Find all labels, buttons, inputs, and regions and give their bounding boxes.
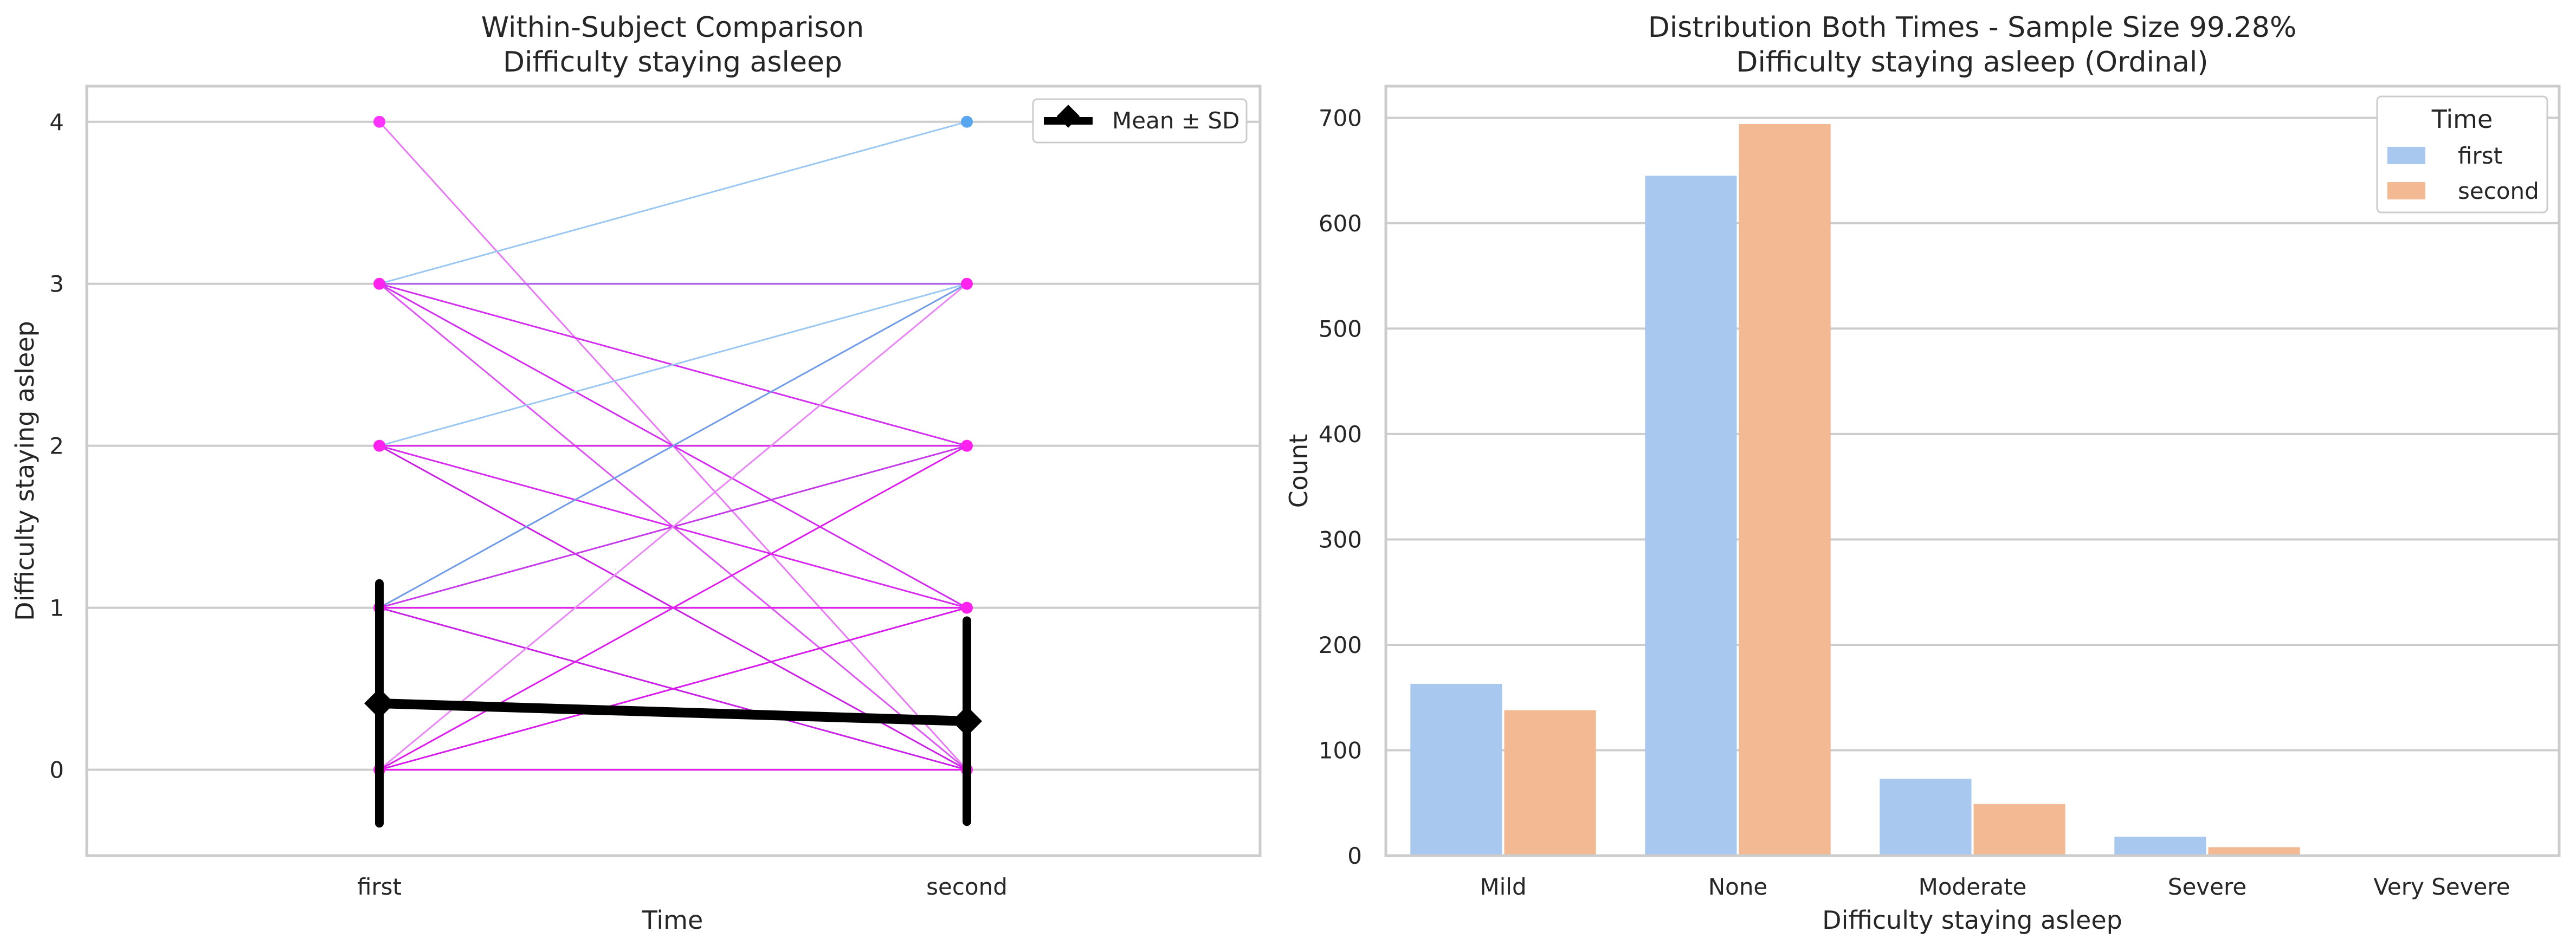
subject-pair-line <box>379 121 967 285</box>
right-y-tick-label: 0 <box>1347 843 1362 869</box>
bar-first <box>2114 836 2206 856</box>
right-x-tick-label: Severe <box>2168 874 2246 900</box>
mean-sd-series <box>364 579 982 828</box>
bar-first <box>1410 683 1502 856</box>
right-x-tick-label: Very Severe <box>2373 874 2510 900</box>
left-y-tick-label: 2 <box>49 433 64 460</box>
subject-pair-lines <box>378 121 968 771</box>
right-x-tick-label: Mild <box>1480 874 1526 900</box>
bar-first <box>1880 779 1972 856</box>
right-x-tick-labels: Mild None Moderate Severe Very Severe <box>1480 874 2510 900</box>
left-x-tick-labels: first second <box>357 874 1008 900</box>
legend-swatch-second <box>2387 182 2425 199</box>
right-y-tick-label: 100 <box>1319 737 1362 764</box>
subject-point <box>961 115 973 128</box>
right-y-tick-label: 600 <box>1319 210 1362 237</box>
right-y-axis-label: Count <box>1284 434 1313 508</box>
subject-point <box>373 115 385 128</box>
time-legend: Time first second <box>2376 95 2548 214</box>
legend-label-first: first <box>2458 143 2502 169</box>
right-y-tick-label: 200 <box>1319 632 1362 658</box>
left-x-tick-label: second <box>926 874 1008 900</box>
left-legend-box <box>1032 98 1248 144</box>
left-y-tick-label: 3 <box>49 271 64 297</box>
left-y-axis-label: Difficulty staying asleep <box>10 321 40 621</box>
subject-point <box>373 439 385 452</box>
left-x-tick-label: first <box>357 874 402 900</box>
right-chart-title: Distribution Both Times - Sample Size 99… <box>1648 11 2296 44</box>
legend-diamond-marker <box>1056 105 1080 128</box>
left-y-tick-labels: 0 1 2 3 4 <box>49 109 64 784</box>
subject-point <box>961 601 973 614</box>
left-y-tick-label: 4 <box>49 109 64 135</box>
subject-pair-line <box>379 283 967 771</box>
bar-first <box>1645 176 1737 856</box>
subject-point <box>961 277 973 290</box>
left-x-axis-label: Time <box>642 905 703 935</box>
left-plot-frame <box>85 85 1262 857</box>
legend-mean-sd-label: Mean ± SD <box>1112 107 1239 134</box>
mean-sd-legend: Mean ± SD <box>1032 98 1248 144</box>
left-y-tick-label: 0 <box>49 757 64 784</box>
mean-line <box>379 698 967 726</box>
within-subject-panel: Within-Subject Comparison Difficulty sta… <box>10 11 1262 935</box>
bar-second <box>2208 847 2300 856</box>
legend-title: Time <box>2431 105 2493 134</box>
legend-swatch-first <box>2387 147 2425 164</box>
right-y-tick-labels: 0 100 200 300 400 500 600 700 <box>1319 105 1362 869</box>
mean-diamond-marker <box>364 688 395 719</box>
distribution-panel: Distribution Both Times - Sample Size 99… <box>1284 11 2561 935</box>
left-chart-title: Within-Subject Comparison <box>481 11 864 44</box>
subject-pair-line <box>379 607 967 771</box>
subject-pair-line <box>379 283 967 609</box>
right-y-tick-label: 700 <box>1319 105 1362 131</box>
subject-pair-line <box>379 445 967 771</box>
bar-second <box>1973 804 2065 856</box>
right-y-tick-label: 300 <box>1319 526 1362 553</box>
left-y-tick-label: 1 <box>49 595 64 622</box>
right-chart-subtitle: Difficulty staying asleep (Ordinal) <box>1736 46 2208 79</box>
right-x-tick-label: Moderate <box>1919 874 2027 900</box>
subject-pair-line <box>379 283 967 447</box>
subject-point <box>961 439 973 452</box>
subject-point <box>373 277 385 290</box>
right-x-axis-label: Difficulty staying asleep <box>1822 905 2122 935</box>
right-y-tick-label: 500 <box>1319 315 1362 342</box>
count-bars <box>1410 124 2300 856</box>
left-chart-subtitle: Difficulty staying asleep <box>503 46 842 79</box>
mean-diamond-marker <box>952 706 982 736</box>
legend-label-second: second <box>2458 178 2539 204</box>
right-y-tick-label: 400 <box>1319 421 1362 448</box>
right-plot-frame <box>1384 85 2561 857</box>
bar-second <box>1504 710 1596 856</box>
bar-second <box>1739 124 1831 856</box>
right-x-tick-label: None <box>1708 874 1768 900</box>
